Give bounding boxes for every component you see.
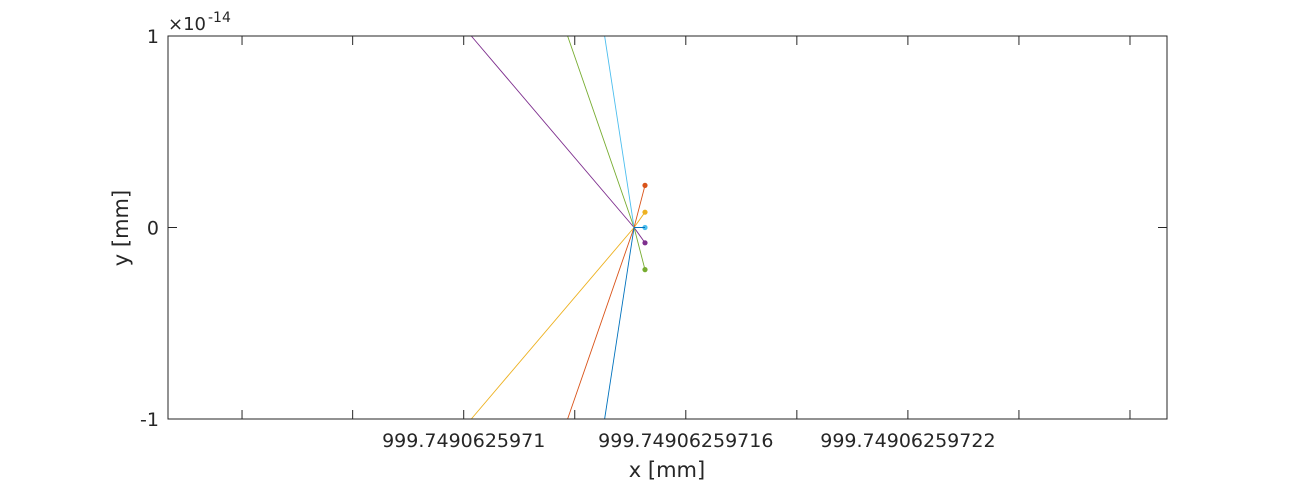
- series-end-marker-4: [642, 209, 648, 215]
- series-line-4: [470, 211, 646, 420]
- y-tick-label-3: -1: [140, 409, 159, 431]
- x-tick-label-2: 999.74906259716: [598, 430, 773, 452]
- x-axis-label: x [mm]: [629, 458, 705, 482]
- tick-layer: 999.7490625971 999.74906259716 999.7490625…: [140, 26, 1167, 452]
- series-end-marker-1: [642, 240, 648, 246]
- y-tick-label-1: 1: [147, 26, 159, 48]
- x-tick-label-1: 999.7490625971: [382, 430, 545, 452]
- axes-box: [167, 35, 1168, 420]
- series-line-3: [604, 35, 645, 228]
- x-tick-label-3: 999.74906259722: [820, 430, 995, 452]
- y-axis-label: y [mm]: [109, 190, 133, 266]
- y-tick-label-2: 0: [147, 218, 159, 240]
- y-exponent-power: -14: [208, 10, 231, 26]
- series-end-marker-5: [642, 182, 648, 188]
- series-layer: [470, 35, 648, 420]
- series-line-6: [604, 227, 645, 420]
- series-line-1: [470, 35, 646, 244]
- series-end-marker-2: [642, 267, 648, 273]
- y-exponent-base: ×10: [168, 14, 206, 35]
